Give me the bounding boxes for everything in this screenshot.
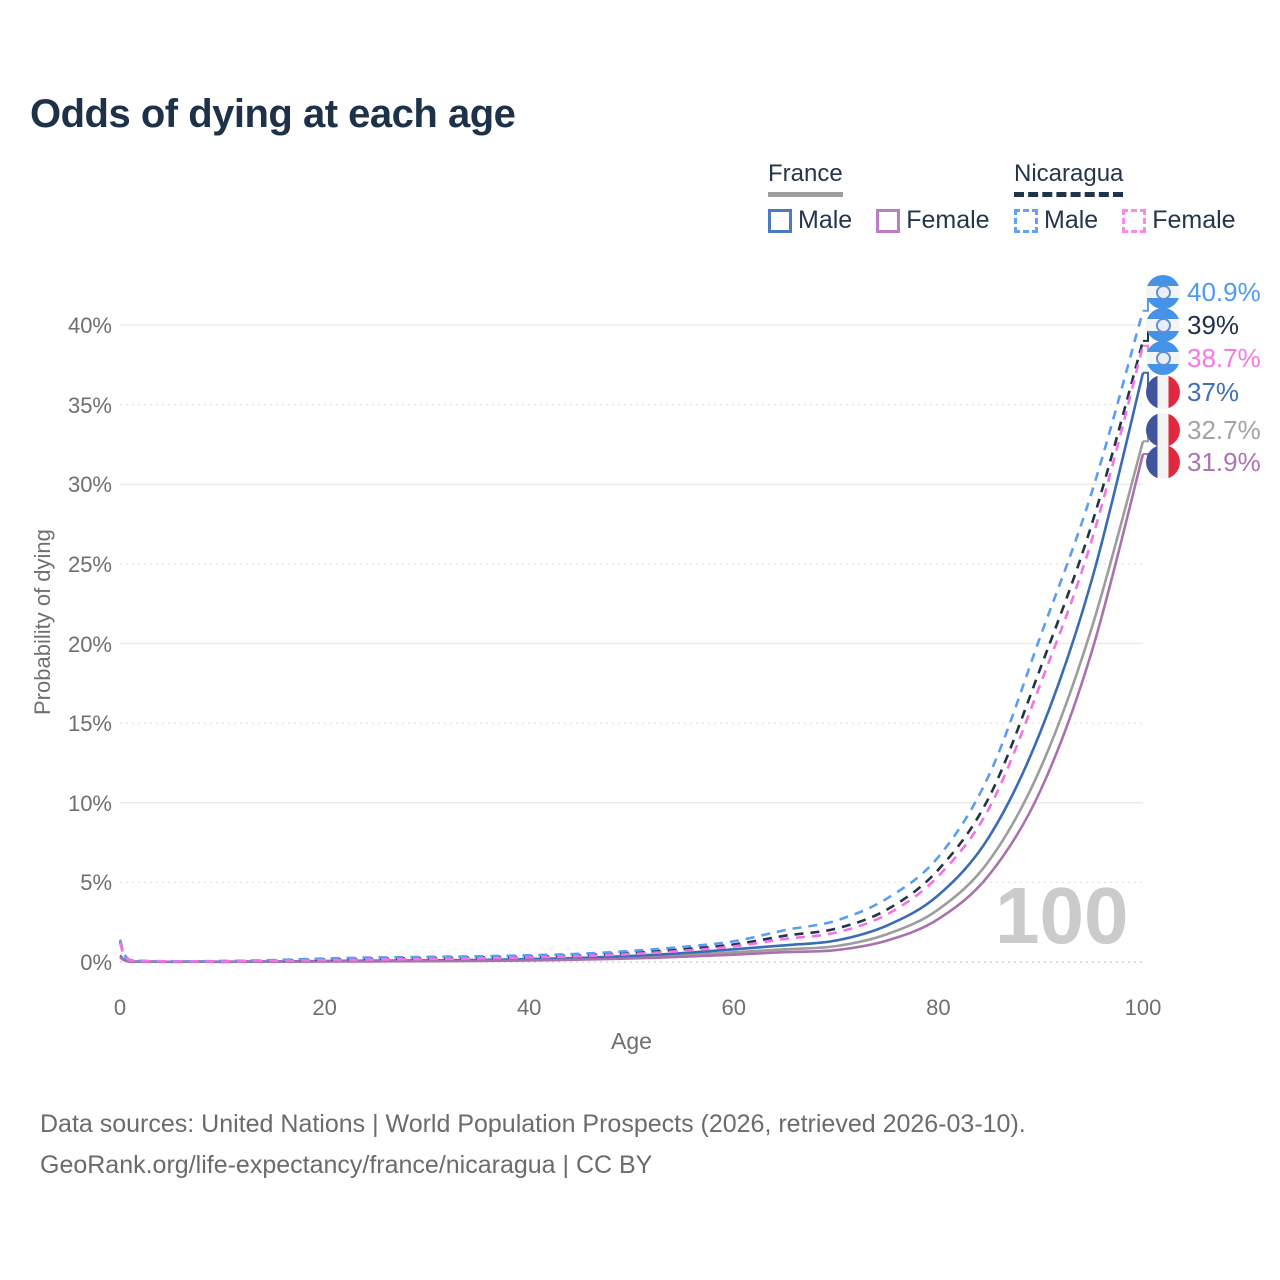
y-tick-label: 35% <box>67 392 112 418</box>
y-tick-label: 40% <box>67 313 112 338</box>
footer: Data sources: United Nations | World Pop… <box>40 1104 1026 1186</box>
france-male-swatch-icon <box>768 208 792 233</box>
legend-nicaragua: Nicaragua Male Female <box>1014 160 1236 235</box>
end-value-label: 38.7% <box>1187 342 1261 373</box>
end-value-label: 31.9% <box>1187 446 1261 477</box>
x-tick-label: 40 <box>516 995 542 1020</box>
legend-item-france-female[interactable]: Female <box>876 206 990 235</box>
nicaragua-male-swatch-icon <box>1014 208 1038 233</box>
line-nicaragua-total <box>118 340 1145 963</box>
x-tick-label: 20 <box>312 995 337 1020</box>
nicaragua-female-swatch-icon <box>1122 208 1147 233</box>
legend-nicaragua-items: Male Female <box>1014 206 1236 235</box>
legend-item-nicaragua-male[interactable]: Male <box>1014 206 1098 235</box>
nicaragua-emblem-icon <box>1156 351 1171 366</box>
end-label-row-nicaragua-total: 39% <box>1146 308 1239 342</box>
legend-label: Female <box>1152 206 1236 234</box>
age-watermark: 100 <box>995 871 1129 960</box>
x-tick-label: 60 <box>721 995 747 1020</box>
legend-label: Male <box>798 206 853 234</box>
line-nicaragua-male <box>118 310 1145 963</box>
legend-france: France Male Female <box>768 160 990 235</box>
end-value-label: 37% <box>1187 376 1240 407</box>
end-value-label: 40.9% <box>1187 276 1261 307</box>
x-tick-label: 0 <box>113 995 127 1020</box>
x-tick-label: 100 <box>1124 995 1162 1020</box>
end-label-row-nicaragua-male: 40.9% <box>1146 275 1261 309</box>
nicaragua-emblem-icon <box>1156 318 1171 333</box>
legend-item-france-male[interactable]: Male <box>768 206 852 235</box>
legend-label: Female <box>906 206 990 234</box>
nicaragua-flag-icon <box>1146 341 1180 375</box>
line-france-total <box>119 440 1145 964</box>
y-tick-label: 0% <box>80 950 112 975</box>
x-tick-label: 80 <box>926 995 951 1020</box>
y-tick-label: 5% <box>80 870 112 896</box>
legend-item-nicaragua-female[interactable]: Female <box>1122 206 1236 235</box>
end-label-row-france-total: 32.7% <box>1146 413 1261 447</box>
line-france-female <box>119 453 1145 964</box>
nicaragua-emblem-icon <box>1156 285 1171 300</box>
france-female-swatch-icon <box>876 208 901 233</box>
y-tick-label: 10% <box>67 790 112 816</box>
legend-label: Male <box>1044 206 1099 234</box>
chart-title: Odds of dying at each age <box>30 92 516 136</box>
end-value-label: 39% <box>1187 309 1240 340</box>
end-label-row-france-female: 31.9% <box>1146 445 1261 479</box>
footer-sources: Data sources: United Nations | World Pop… <box>40 1110 1026 1138</box>
y-tick-label: 25% <box>67 551 112 577</box>
nicaragua-flag-icon <box>1146 275 1180 309</box>
france-flag-icon <box>1146 375 1180 409</box>
legend-france-items: Male Female <box>768 206 990 235</box>
line-nicaragua-female <box>118 345 1145 963</box>
gridlines <box>120 324 1143 963</box>
legend-nicaragua-header[interactable]: Nicaragua <box>1014 160 1124 197</box>
nicaragua-flag-icon <box>1146 308 1180 342</box>
footer-attribution: GeoRank.org/life-expectancy/france/nicar… <box>40 1151 653 1179</box>
y-tick-label: 30% <box>67 472 112 498</box>
y-tick-label: 20% <box>67 631 112 657</box>
y-tick-label: 15% <box>67 711 112 737</box>
curves <box>118 310 1145 964</box>
x-axis-title: Age <box>611 1028 652 1054</box>
france-flag-icon <box>1146 413 1180 447</box>
end-label-row-nicaragua-female: 38.7% <box>1146 341 1261 375</box>
end-label-row-france-male: 37% <box>1146 375 1239 409</box>
legend-france-header[interactable]: France <box>768 160 843 197</box>
end-value-label: 32.7% <box>1187 414 1261 445</box>
france-flag-icon <box>1146 445 1180 479</box>
